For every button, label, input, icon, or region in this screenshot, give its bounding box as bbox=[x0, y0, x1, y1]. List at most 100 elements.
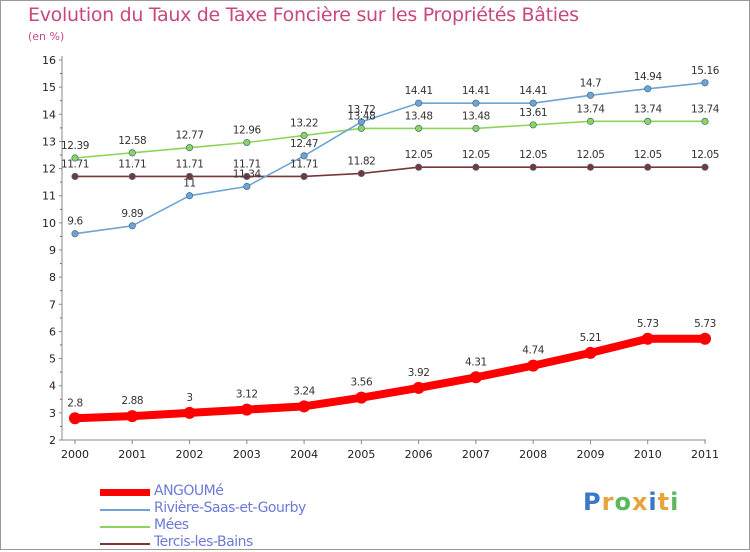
y-tick-label: 14 bbox=[42, 108, 56, 121]
data-label: 11.71 bbox=[118, 158, 146, 170]
data-label: 15.16 bbox=[691, 65, 720, 77]
logo-letter: o bbox=[614, 488, 632, 516]
y-tick-label: 12 bbox=[42, 163, 56, 176]
legend-swatch bbox=[100, 526, 150, 528]
data-label: 13.74 bbox=[634, 103, 663, 115]
legend-item: Tercis-les-Bains bbox=[100, 534, 360, 552]
legend-label: Tercis-les-Bains bbox=[154, 534, 253, 550]
y-unit-label: (en %) bbox=[28, 30, 65, 43]
data-point bbox=[185, 172, 194, 180]
data-label: 11 bbox=[183, 178, 196, 190]
y-tick-label: 3 bbox=[49, 407, 56, 420]
data-label: 12.05 bbox=[519, 149, 547, 161]
data-point bbox=[701, 79, 709, 87]
data-point bbox=[529, 121, 537, 129]
x-tick-label: 2007 bbox=[462, 448, 490, 461]
data-point bbox=[412, 381, 425, 394]
legend-item: ANGOUMé bbox=[100, 483, 360, 501]
data-point bbox=[415, 163, 423, 171]
x-tick-label: 2003 bbox=[233, 448, 261, 461]
data-point bbox=[701, 163, 709, 171]
data-point bbox=[185, 144, 194, 152]
data-point bbox=[183, 406, 196, 419]
data-point bbox=[644, 117, 652, 125]
y-tick-label: 4 bbox=[49, 380, 56, 393]
data-point bbox=[69, 412, 81, 425]
legend-item: Mées bbox=[100, 517, 360, 535]
data-label: 9.6 bbox=[67, 216, 83, 228]
legend-label: ANGOUMé bbox=[154, 483, 224, 499]
series-points bbox=[69, 79, 711, 425]
data-label: 12.47 bbox=[290, 138, 318, 150]
chart-title: Evolution du Taux de Taxe Foncière sur l… bbox=[28, 4, 579, 26]
data-point bbox=[300, 131, 308, 140]
x-tick-label: 2011 bbox=[691, 448, 719, 461]
x-tick-label: 2006 bbox=[405, 448, 433, 461]
data-label: 5.73 bbox=[637, 318, 659, 330]
data-label: 14.94 bbox=[634, 71, 663, 83]
x-tick-label: 2002 bbox=[176, 448, 204, 461]
data-point bbox=[586, 91, 595, 99]
data-label: 13.72 bbox=[347, 104, 375, 116]
data-point bbox=[126, 410, 139, 423]
data-label: 13.48 bbox=[462, 110, 490, 122]
data-point bbox=[529, 99, 537, 107]
logo-letter: x bbox=[631, 488, 649, 516]
data-point bbox=[240, 403, 253, 416]
data-point bbox=[357, 124, 365, 132]
y-tick-label: 16 bbox=[42, 54, 56, 67]
data-point bbox=[71, 154, 79, 162]
data-label: 13.61 bbox=[519, 107, 547, 119]
data-point bbox=[128, 172, 136, 180]
data-label: 3.56 bbox=[350, 377, 372, 389]
axes: 2 3 4 5 6 7 8 9 10 11 12 13 14 15 16 2000 2001 2002 2003 20… bbox=[42, 54, 719, 461]
y-tick-label: 8 bbox=[49, 271, 56, 284]
data-label: 12.05 bbox=[576, 149, 604, 161]
data-point bbox=[357, 118, 365, 126]
data-label: 12.58 bbox=[118, 135, 146, 147]
data-point bbox=[641, 332, 654, 345]
data-label: 12.39 bbox=[61, 140, 89, 152]
data-label: 11.82 bbox=[347, 155, 375, 167]
data-label: 11.71 bbox=[61, 158, 89, 170]
legend-swatch bbox=[100, 509, 150, 511]
data-label: 3.24 bbox=[293, 385, 315, 397]
x-tick-label: 2001 bbox=[118, 448, 146, 461]
data-point bbox=[529, 163, 537, 171]
logo-letter: t bbox=[657, 488, 671, 516]
data-point bbox=[243, 138, 251, 147]
data-label: 14.41 bbox=[405, 85, 433, 97]
data-point bbox=[243, 182, 251, 191]
data-label: 13.74 bbox=[576, 103, 605, 115]
series-line bbox=[74, 120, 706, 159]
data-label: 9.89 bbox=[121, 208, 143, 220]
data-point bbox=[415, 124, 423, 132]
y-tick-label: 10 bbox=[42, 217, 56, 230]
data-point bbox=[300, 152, 308, 160]
legend-label: Mées bbox=[154, 517, 189, 533]
y-tick-label: 5 bbox=[49, 353, 56, 366]
data-point bbox=[584, 346, 597, 359]
data-point bbox=[472, 99, 480, 107]
data-label: 11.71 bbox=[233, 158, 261, 170]
logo-letter: r bbox=[601, 488, 615, 516]
proxiti-logo: Proxiti bbox=[583, 488, 679, 516]
series-lines bbox=[71, 82, 709, 423]
data-label: 14.7 bbox=[580, 77, 602, 89]
data-point bbox=[71, 230, 79, 238]
data-point bbox=[300, 172, 308, 180]
data-label: 13.74 bbox=[691, 103, 720, 115]
data-label: 13.48 bbox=[405, 110, 433, 122]
data-label: 5.73 bbox=[694, 318, 716, 330]
line-chart: 2 3 4 5 6 7 8 9 10 11 12 13 14 15 16 2000 2001 2002 2003 20… bbox=[42, 54, 720, 461]
data-point bbox=[586, 117, 595, 125]
data-label: 11.71 bbox=[290, 158, 318, 170]
data-point bbox=[357, 169, 365, 178]
y-tick-label: 6 bbox=[49, 325, 56, 338]
y-tick-label: 15 bbox=[42, 81, 56, 94]
data-point bbox=[472, 163, 480, 171]
series-line bbox=[74, 166, 706, 178]
data-point bbox=[128, 222, 136, 230]
x-tick-label: 2010 bbox=[634, 448, 662, 461]
data-point bbox=[644, 85, 652, 93]
